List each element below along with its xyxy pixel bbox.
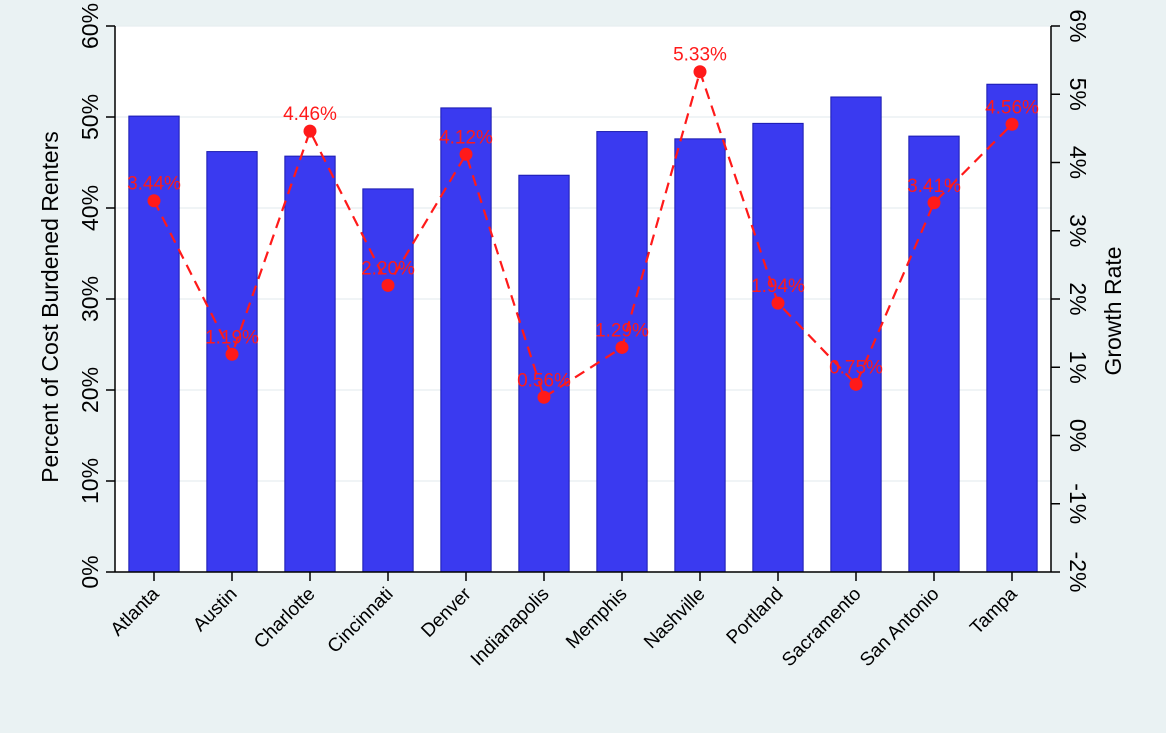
line-series: 3.44% 1.19% 4.46% 2.20% 4.12% 0.56% 1.29% 5.33%… (127, 45, 1039, 404)
growth-point (459, 147, 473, 161)
y2-tick-label: -2% (1065, 552, 1091, 593)
growth-data-label: 3.44% (127, 174, 181, 195)
growth-point (381, 278, 395, 292)
growth-line (153, 68, 1013, 399)
growth-data-label: 1.19% (205, 327, 259, 348)
x-tick-label: Memphis (562, 584, 631, 653)
y2-tick-label: 6% (1065, 9, 1091, 42)
x-tick-label: Portland (723, 584, 788, 649)
bar-atlanta (128, 115, 180, 573)
y2-tick-label: 4% (1065, 146, 1091, 179)
y2-tick-label: 0% (1065, 419, 1091, 452)
y-tick-label: 0% (77, 555, 103, 588)
x-tick-label: Charlotte (250, 584, 319, 653)
y2-tick-label: 1% (1065, 351, 1091, 384)
growth-point (147, 194, 161, 208)
x-tick-label: Sacramento (778, 584, 865, 671)
x-tick-label: San Antonio (856, 584, 943, 671)
y2-tick-label: -1% (1065, 483, 1091, 524)
growth-data-label: 4.46% (283, 104, 337, 125)
y-tick-label: 40% (77, 185, 103, 231)
x-tick-label: Nashville (640, 584, 709, 653)
bar-series (128, 83, 1038, 573)
bar-charlotte (284, 155, 336, 573)
y-tick-label: 60% (77, 3, 103, 49)
y2-axis-label: Growth Rate (1100, 246, 1126, 375)
y-tick-label: 50% (77, 94, 103, 140)
bar-sacramento (830, 96, 882, 573)
bar-indianapolis (518, 174, 570, 573)
bar-austin (206, 151, 258, 573)
x-tick-label: Atlanta (107, 583, 164, 640)
bar-nashville (674, 138, 726, 573)
growth-point (849, 377, 863, 391)
growth-data-label: 5.33% (673, 45, 727, 66)
growth-data-label: 3.41% (907, 176, 961, 197)
growth-point (615, 340, 629, 354)
growth-point (693, 65, 707, 79)
bar-portland (752, 122, 804, 573)
growth-point (537, 390, 551, 404)
y-axis-label: Percent of Cost Burdened Renters (37, 131, 63, 483)
growth-data-label: 1.94% (751, 276, 805, 297)
growth-point (771, 296, 785, 310)
x-tick-label: Indianapolis (467, 584, 554, 671)
x-tick-label: Cincinnati (324, 584, 398, 658)
growth-data-label: 4.56% (985, 97, 1039, 118)
growth-point (225, 347, 239, 361)
x-tick-label: Austin (189, 584, 241, 636)
y-tick-label: 30% (77, 276, 103, 322)
y-tick-label: 10% (77, 458, 103, 504)
bar-cincinnati (362, 188, 414, 573)
growth-data-label: 2.20% (361, 258, 415, 279)
growth-point (1005, 117, 1019, 131)
growth-data-label: 1.29% (595, 320, 649, 341)
y2-tick-label: 2% (1065, 282, 1091, 315)
growth-data-label: 0.56% (517, 370, 571, 391)
y-tick-label: 20% (77, 367, 103, 413)
bar-tampa (986, 83, 1038, 573)
bar-denver (440, 107, 492, 573)
y2-tick-label: 5% (1065, 78, 1091, 111)
x-tick-label: Denver (417, 583, 476, 642)
growth-data-label: 0.75% (829, 357, 883, 378)
growth-data-label: 4.12% (439, 127, 493, 148)
y2-tick-label: 3% (1065, 214, 1091, 247)
x-tick-label: Tampa (966, 583, 1021, 638)
growth-point (303, 124, 317, 138)
growth-point (927, 196, 941, 210)
